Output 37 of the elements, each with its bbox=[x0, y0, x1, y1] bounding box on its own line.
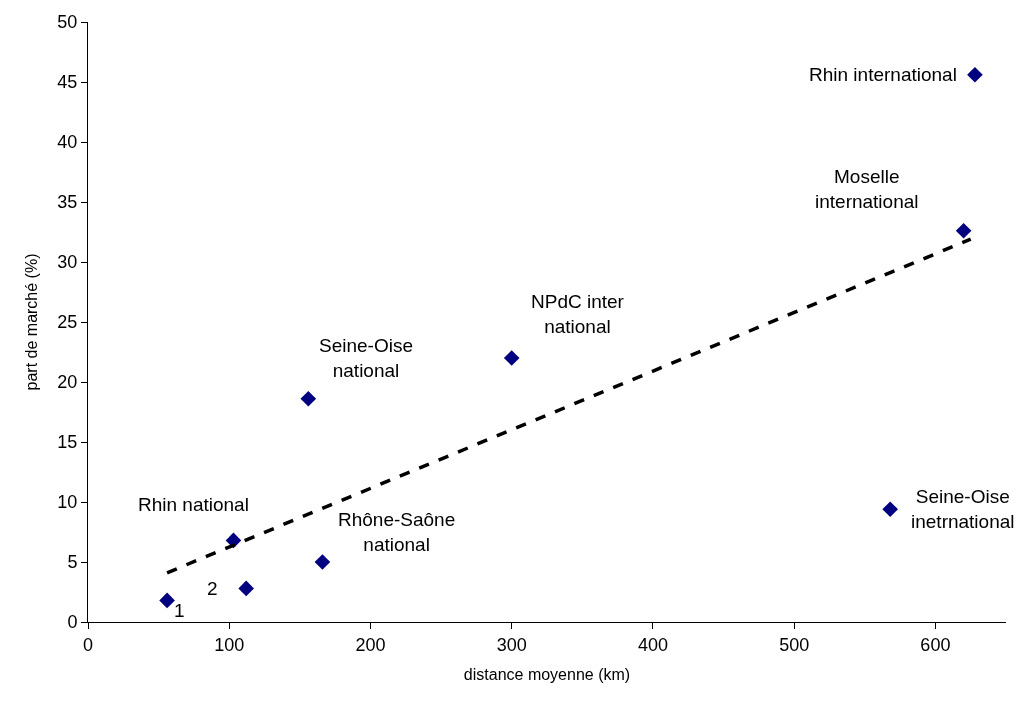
point bbox=[300, 391, 317, 407]
annotation: Moselle international bbox=[815, 166, 919, 212]
annotation: Seine-Oise national bbox=[319, 335, 413, 381]
y-tick-label: 40 bbox=[57, 132, 78, 153]
y-tick-label: 25 bbox=[57, 312, 78, 333]
x-tick-label: 300 bbox=[496, 634, 527, 655]
annotation: 2 bbox=[207, 578, 218, 599]
annotation: NPdC inter national bbox=[531, 291, 625, 337]
annotation: Seine-Oise inetrnational bbox=[911, 486, 1015, 532]
point bbox=[955, 223, 972, 239]
x-tick-label: 600 bbox=[920, 634, 951, 655]
point bbox=[159, 592, 175, 609]
point bbox=[967, 67, 983, 83]
x-tick-label: 0 bbox=[82, 634, 94, 655]
point bbox=[503, 350, 520, 366]
x-tick-label: 100 bbox=[214, 634, 245, 655]
x-tick-label: 500 bbox=[779, 634, 810, 655]
y-tick-label: 20 bbox=[57, 372, 78, 393]
y-tick-label: 15 bbox=[57, 432, 78, 453]
y-axis-title: part de marché (%) bbox=[23, 253, 41, 391]
point bbox=[314, 554, 331, 570]
y-tick-label: 30 bbox=[57, 252, 78, 273]
annotation: Rhin international bbox=[809, 64, 957, 85]
annotation: Rhin national bbox=[138, 494, 249, 515]
x-axis-title: distance moyenne (km) bbox=[463, 666, 631, 684]
point bbox=[238, 580, 254, 597]
point bbox=[882, 501, 898, 517]
y-tick-label: 5 bbox=[67, 552, 78, 573]
y-tick-label: 10 bbox=[57, 492, 78, 513]
y-tick-label: 0 bbox=[67, 612, 78, 633]
annotation: Rhône-Saône national bbox=[338, 509, 456, 555]
y-tick-label: 45 bbox=[57, 72, 78, 93]
y-tick-label: 35 bbox=[57, 192, 78, 213]
y-tick-label: 50 bbox=[57, 12, 78, 33]
x-tick-label: 200 bbox=[355, 634, 386, 655]
x-tick-label: 400 bbox=[637, 634, 668, 655]
annotation: 1 bbox=[174, 600, 185, 621]
